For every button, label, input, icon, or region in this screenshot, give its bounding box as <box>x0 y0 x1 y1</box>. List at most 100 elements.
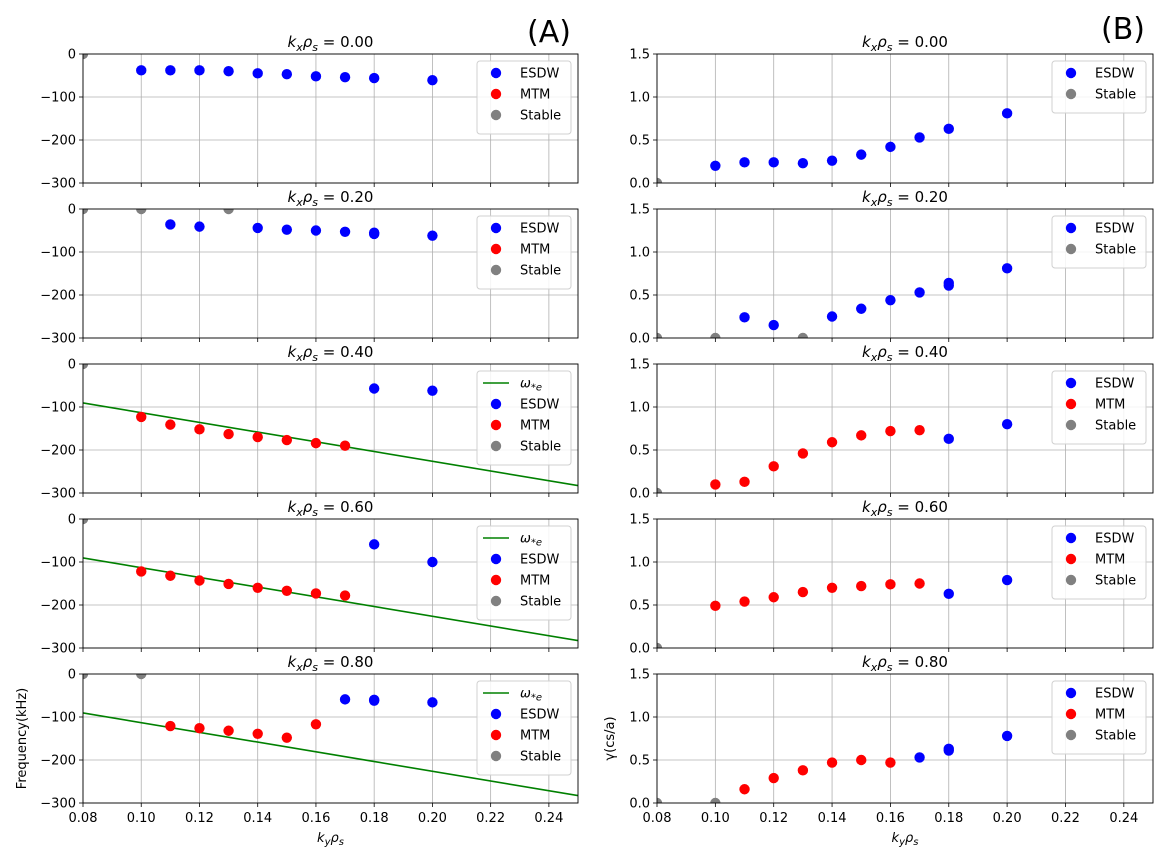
y-tick-label: −200 <box>40 754 76 769</box>
point-mtm <box>310 437 322 449</box>
point-esdw <box>136 65 147 76</box>
y-tick-label: 1.0 <box>629 401 650 416</box>
legend: ω*e ESDW MTM Stable <box>476 680 572 776</box>
point-stable <box>657 487 663 493</box>
subplot-b-5: 0.0 0.5 1.0 1.5 0.08 0.10 0.12 0.14 0.16 0.18 0.20… <box>603 653 1154 848</box>
legend-label-esdw: ESDW <box>520 67 559 82</box>
point-mtm <box>339 440 351 451</box>
legend-swatch-mtm <box>490 574 502 586</box>
subplot-a-4: 0 −100 −200 −300 kxρs = 0.60 ω*e ESDW MTM Stable <box>40 498 579 657</box>
subplot-a-2: 0 −100 −200 −300 kxρs = 0.20 ESDW MTM Stable <box>40 188 579 347</box>
y-tick-label: −300 <box>40 487 76 502</box>
legend-label-stable: Stable <box>1095 88 1136 103</box>
legend-label-esdw: ESDW <box>1095 377 1134 392</box>
x-tick-label: 0.20 <box>993 811 1022 826</box>
subplot-title: kxρs = 0.80 <box>862 653 948 674</box>
legend-swatch-esdw <box>1065 67 1077 79</box>
legend-swatch-esdw <box>490 708 502 720</box>
legend-swatch-mtm <box>490 419 502 431</box>
legend-label-omega: ω*e <box>520 687 542 704</box>
point-esdw <box>914 752 925 763</box>
legend-label-esdw: ESDW <box>1095 687 1134 702</box>
y-tick-label: 0 <box>68 48 76 63</box>
point-esdw <box>885 141 896 153</box>
legend-label-mtm: MTM <box>520 419 550 434</box>
point-esdw <box>885 294 896 306</box>
y-tick-label: −200 <box>40 289 76 304</box>
subplot-b-1: 0.0 0.5 1.0 1.5 kxρs = 0.00 ESDW Stable <box>629 33 1154 192</box>
point-stable <box>657 642 663 648</box>
point-esdw <box>223 66 234 77</box>
legend-label-mtm: MTM <box>1095 398 1125 413</box>
point-mtm <box>136 411 147 423</box>
legend-label-stable: Stable <box>1095 574 1136 589</box>
legend: ESDW MTM Stable <box>476 215 572 290</box>
point-stable <box>83 364 89 370</box>
y-tick-label: 1.0 <box>629 711 650 726</box>
subplot-title: kxρs = 0.40 <box>288 343 374 364</box>
y-axis-label: γ(cs/a) <box>603 716 618 760</box>
point-stable <box>83 209 89 215</box>
point-esdw <box>281 224 293 235</box>
legend-swatch-mtm <box>490 88 502 100</box>
x-tick-label: 0.12 <box>185 811 214 826</box>
legend: ESDW MTM Stable <box>476 60 572 135</box>
axes-frame <box>82 673 579 804</box>
legend-label-stable: Stable <box>1095 243 1136 258</box>
point-esdw <box>914 132 925 143</box>
axes-frame <box>82 53 579 184</box>
point-esdw <box>427 697 438 708</box>
point-mtm <box>856 580 867 592</box>
point-mtm <box>826 757 838 768</box>
point-mtm <box>194 722 205 734</box>
point-esdw <box>739 157 750 168</box>
point-mtm <box>281 434 293 446</box>
plot-area <box>83 364 578 487</box>
point-esdw <box>739 312 750 323</box>
point-stable <box>797 332 809 338</box>
point-esdw <box>252 222 263 234</box>
point-stable <box>223 209 234 215</box>
x-tick-label: 0.20 <box>418 811 447 826</box>
point-esdw <box>1001 574 1013 586</box>
plot-area <box>657 263 1013 338</box>
point-esdw <box>768 157 779 168</box>
legend-label-esdw: ESDW <box>520 708 559 723</box>
legend-swatch-stable <box>1065 729 1077 741</box>
legend-swatch-stable <box>1065 419 1077 431</box>
y-tick-label: −100 <box>40 556 76 571</box>
y-tick-label: −100 <box>40 246 76 261</box>
y-tick-label: 1.5 <box>629 48 650 63</box>
point-mtm <box>739 784 750 795</box>
y-tick-label: 0.0 <box>629 642 650 657</box>
legend-swatch-esdw <box>490 398 502 410</box>
y-tick-label: −300 <box>40 332 76 347</box>
point-mtm <box>826 437 838 448</box>
point-mtm <box>165 570 176 581</box>
x-axis-label: kyρs <box>317 831 344 848</box>
subplot-title: kxρs = 0.20 <box>288 188 374 209</box>
legend-label-stable: Stable <box>520 264 561 279</box>
point-esdw <box>252 68 263 79</box>
legend-label-stable: Stable <box>1095 419 1136 434</box>
x-tick-label: 0.22 <box>1051 811 1080 826</box>
legend-label-esdw: ESDW <box>1095 222 1134 237</box>
axes-frame <box>656 363 1154 494</box>
legend-swatch-stable <box>1065 243 1077 255</box>
point-mtm <box>826 582 838 593</box>
point-esdw <box>914 287 925 298</box>
y-tick-label: 1.5 <box>629 203 650 218</box>
legend-label-esdw: ESDW <box>1095 532 1134 547</box>
y-tick-label: 1.5 <box>629 513 650 528</box>
legend-swatch-esdw <box>490 553 502 565</box>
y-tick-label: 0.5 <box>629 444 650 459</box>
plot-area <box>83 209 438 241</box>
legend: ω*e ESDW MTM Stable <box>476 525 572 621</box>
point-esdw <box>1001 263 1013 274</box>
legend-label-esdw: ESDW <box>1095 67 1134 82</box>
subplot-b-3: 0.0 0.5 1.0 1.5 kxρs = 0.40 ESDW MTM Stable <box>629 343 1154 502</box>
point-mtm <box>768 772 779 784</box>
y-axis-label: Frequency(kHz) <box>15 688 30 789</box>
subplot-title: kxρs = 0.40 <box>862 343 948 364</box>
